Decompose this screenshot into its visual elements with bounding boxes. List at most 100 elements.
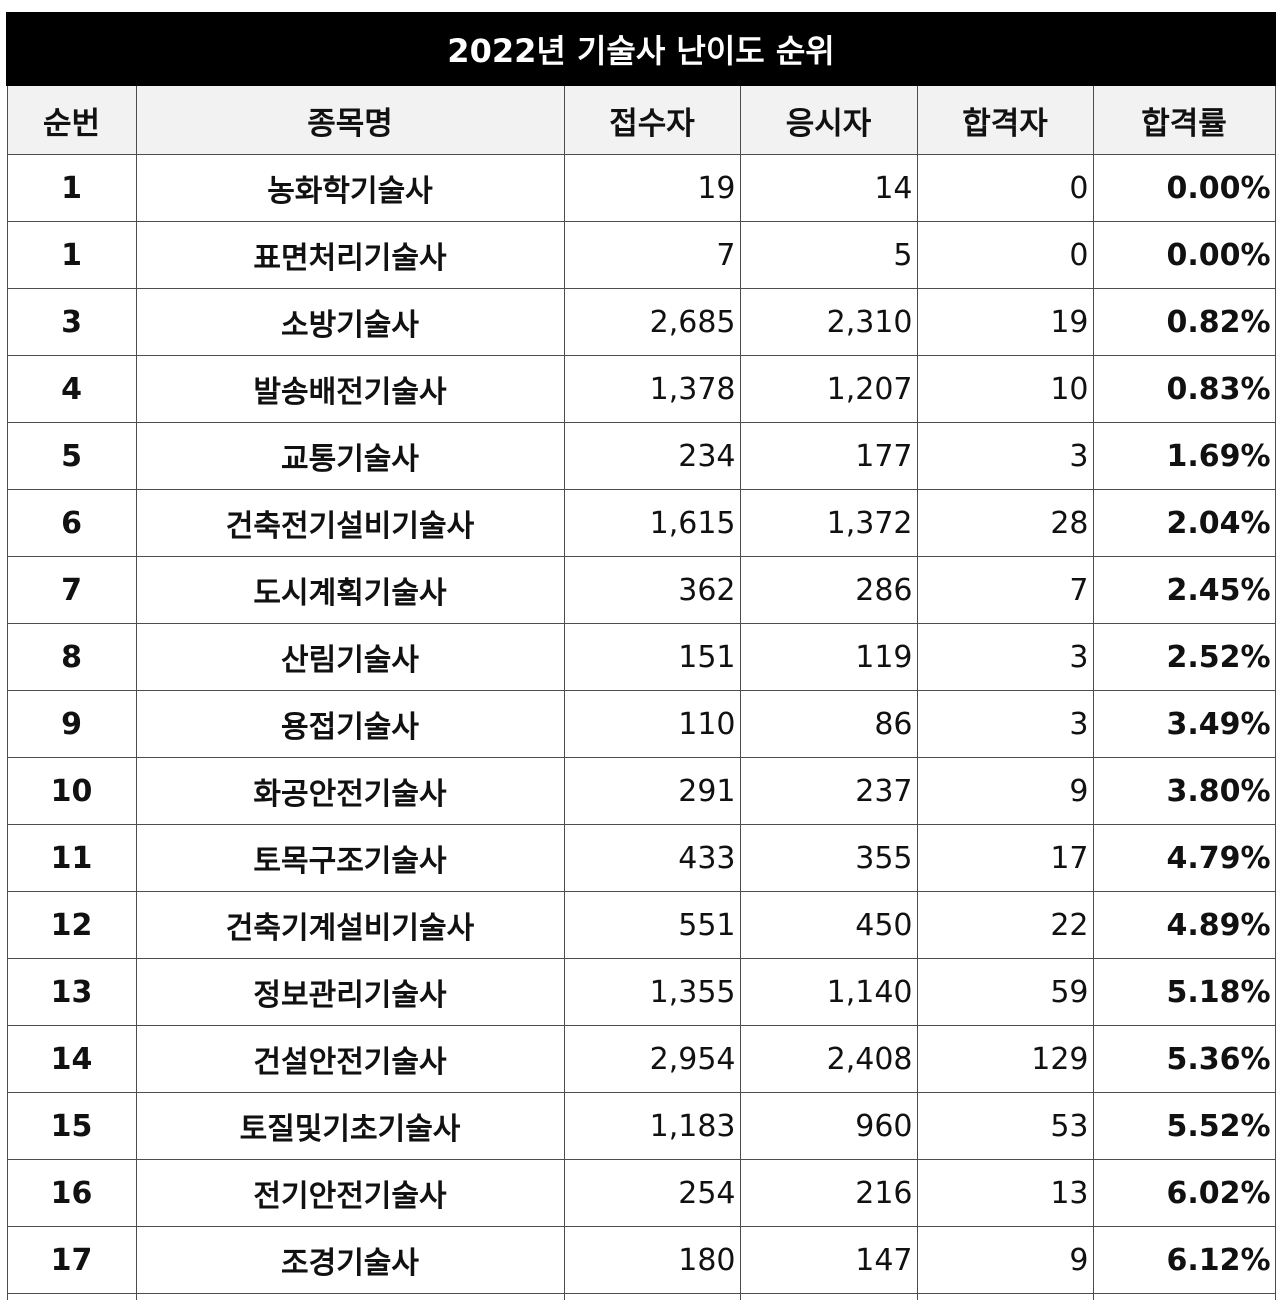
passed-count-cell: 22 (916, 891, 1094, 959)
table-row: 10 화공안전기술사 291 237 9 3.80% (6, 757, 1276, 825)
pass-rate-cell: 0.82% (1092, 288, 1276, 356)
table-row: 9 용접기술사 110 86 3 3.49% (6, 690, 1276, 758)
table-row: 1 농화학기술사 19 14 0 0.00% (6, 154, 1276, 222)
header-row: 순번 종목명 접수자 응시자 합격자 합격률 (6, 85, 1276, 155)
passed-count-cell: 3 (916, 422, 1094, 490)
applied-count-cell: 291 (563, 757, 741, 825)
applied-count-cell: 7 (563, 221, 741, 289)
applied-count-cell: 433 (563, 824, 741, 892)
applied-count-cell: 551 (563, 891, 741, 959)
taken-count-cell: 86 (739, 690, 918, 758)
exam-name-cell: 건설안전기술사 (135, 1025, 565, 1093)
pass-rate-cell: 0.83% (1092, 355, 1276, 423)
header-passed: 합격자 (916, 85, 1094, 155)
taken-count-cell: 237 (739, 757, 918, 825)
passed-count-cell: 7 (916, 556, 1094, 624)
rank-cell: 12 (6, 891, 137, 959)
rank-cell: 10 (6, 757, 137, 825)
rank-cell: 11 (6, 824, 137, 892)
passed-count-cell: 3 (916, 623, 1094, 691)
applied-count-cell: 254 (563, 1159, 741, 1227)
table-row-partial (6, 1293, 1276, 1300)
pass-rate-cell: 5.18% (1092, 958, 1276, 1026)
passed-count-cell: 28 (916, 489, 1094, 557)
pass-rate-cell: 0.00% (1092, 221, 1276, 289)
passed-count-cell: 0 (916, 154, 1094, 222)
taken-count-cell: 5 (739, 221, 918, 289)
applied-count-cell: 1,183 (563, 1092, 741, 1160)
partial-cell (563, 1293, 741, 1300)
rank-cell: 1 (6, 154, 137, 222)
taken-count-cell: 1,140 (739, 958, 918, 1026)
applied-count-cell: 180 (563, 1226, 741, 1294)
applied-count-cell: 2,954 (563, 1025, 741, 1093)
table-row: 13 정보관리기술사 1,355 1,140 59 5.18% (6, 958, 1276, 1026)
taken-count-cell: 14 (739, 154, 918, 222)
passed-count-cell: 13 (916, 1159, 1094, 1227)
table-row: 14 건설안전기술사 2,954 2,408 129 5.36% (6, 1025, 1276, 1093)
pass-rate-cell: 2.52% (1092, 623, 1276, 691)
passed-count-cell: 129 (916, 1025, 1094, 1093)
pass-rate-cell: 6.02% (1092, 1159, 1276, 1227)
table-row: 5 교통기술사 234 177 3 1.69% (6, 422, 1276, 490)
ranking-sheet: 2022년 기술사 난이도 순위 순번 종목명 접수자 응시자 합격자 합격률 … (5, 12, 1277, 1300)
table-row: 8 산림기술사 151 119 3 2.52% (6, 623, 1276, 691)
rank-cell: 6 (6, 489, 137, 557)
applied-count-cell: 151 (563, 623, 741, 691)
passed-count-cell: 19 (916, 288, 1094, 356)
exam-name-cell: 교통기술사 (135, 422, 565, 490)
partial-cell (135, 1293, 565, 1300)
table-row: 16 전기안전기술사 254 216 13 6.02% (6, 1159, 1276, 1227)
table-row: 6 건축전기설비기술사 1,615 1,372 28 2.04% (6, 489, 1276, 557)
rank-cell: 16 (6, 1159, 137, 1227)
title-row: 2022년 기술사 난이도 순위 (5, 12, 1277, 86)
exam-name-cell: 표면처리기술사 (135, 221, 565, 289)
partial-cell (1092, 1293, 1276, 1300)
exam-name-cell: 토질및기초기술사 (135, 1092, 565, 1160)
pass-rate-cell: 2.04% (1092, 489, 1276, 557)
taken-count-cell: 1,207 (739, 355, 918, 423)
applied-count-cell: 362 (563, 556, 741, 624)
pass-rate-cell: 3.80% (1092, 757, 1276, 825)
exam-name-cell: 산림기술사 (135, 623, 565, 691)
pass-rate-cell: 4.89% (1092, 891, 1276, 959)
header-rate: 합격률 (1092, 85, 1276, 155)
exam-name-cell: 화공안전기술사 (135, 757, 565, 825)
table-row: 15 토질및기초기술사 1,183 960 53 5.52% (6, 1092, 1276, 1160)
taken-count-cell: 147 (739, 1226, 918, 1294)
exam-name-cell: 용접기술사 (135, 690, 565, 758)
applied-count-cell: 1,615 (563, 489, 741, 557)
passed-count-cell: 53 (916, 1092, 1094, 1160)
passed-count-cell: 9 (916, 757, 1094, 825)
rank-cell: 4 (6, 355, 137, 423)
applied-count-cell: 19 (563, 154, 741, 222)
rank-cell: 1 (6, 221, 137, 289)
exam-name-cell: 발송배전기술사 (135, 355, 565, 423)
passed-count-cell: 17 (916, 824, 1094, 892)
pass-rate-cell: 5.52% (1092, 1092, 1276, 1160)
taken-count-cell: 450 (739, 891, 918, 959)
rank-cell: 3 (6, 288, 137, 356)
header-applied: 접수자 (563, 85, 741, 155)
passed-count-cell: 9 (916, 1226, 1094, 1294)
taken-count-cell: 1,372 (739, 489, 918, 557)
applied-count-cell: 1,355 (563, 958, 741, 1026)
ranking-table: 2022년 기술사 난이도 순위 순번 종목명 접수자 응시자 합격자 합격률 … (5, 12, 1277, 1300)
applied-count-cell: 2,685 (563, 288, 741, 356)
header-name: 종목명 (135, 85, 565, 155)
table-row: 17 조경기술사 180 147 9 6.12% (6, 1226, 1276, 1294)
rank-cell: 15 (6, 1092, 137, 1160)
rank-cell: 8 (6, 623, 137, 691)
rank-cell: 14 (6, 1025, 137, 1093)
rank-cell: 7 (6, 556, 137, 624)
exam-name-cell: 건축기계설비기술사 (135, 891, 565, 959)
table-row: 4 발송배전기술사 1,378 1,207 10 0.83% (6, 355, 1276, 423)
table-row: 12 건축기계설비기술사 551 450 22 4.89% (6, 891, 1276, 959)
pass-rate-cell: 6.12% (1092, 1226, 1276, 1294)
rank-cell: 13 (6, 958, 137, 1026)
table-title: 2022년 기술사 난이도 순위 (5, 12, 1277, 86)
partial-cell (6, 1293, 137, 1300)
partial-cell (916, 1293, 1094, 1300)
table-row: 1 표면처리기술사 7 5 0 0.00% (6, 221, 1276, 289)
rank-cell: 9 (6, 690, 137, 758)
